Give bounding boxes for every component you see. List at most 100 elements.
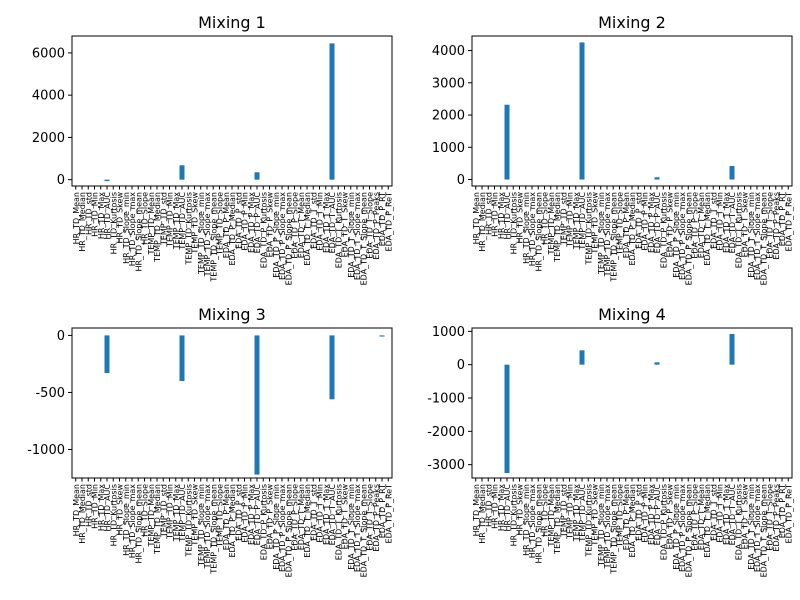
x-tick-label: EDA_TD_T_Slope_min (347, 484, 356, 570)
bar-TEMP_TD_AUC (179, 335, 185, 382)
x-tick-label: EDA_TD_T_Slope_max (753, 192, 762, 280)
x-tick-label: HR_TD_Slope_min (522, 192, 531, 264)
x-tick-label: HR_TD_Min (491, 484, 500, 529)
x-tick-label: EDA_TD_T_AUC (328, 484, 337, 546)
x-tick-label: TEMP_TD_Slope (616, 484, 625, 548)
bar-TEMP_TD_AUC (179, 165, 185, 180)
bar-TEMP_TD_AUC (579, 42, 585, 180)
x-tick-label: EDA_TD_T_Kurtosis (734, 192, 743, 268)
x-tick-label: EDA_TD_T_std (709, 484, 718, 541)
x-tick-label: EDA_TD_T_Slope (766, 192, 775, 259)
x-tick-label: HR_TD_Slope_mean (134, 484, 143, 564)
x-tick-label: TEMP_TD_Slope_min (597, 484, 606, 567)
x-tick-label: EDA_TD_T_Min (716, 192, 725, 251)
bar-HR_TD_AUC (504, 364, 510, 473)
x-tick-label: TEMP_TD_std (159, 484, 168, 538)
x-tick-label: EDA_TD_P_std (234, 484, 243, 541)
x-tick-label: EDA_TD_T_Min (316, 192, 325, 251)
x-tick-label: HR_TD_std (84, 484, 93, 527)
x-tick-label: TEMP_TD_Max (172, 484, 181, 543)
x-tick-label: EDA_TD_P_Max (647, 484, 656, 545)
x-tick-label: HR_TD_AUC (103, 192, 112, 240)
x-tick-label: EDA_TD_P_std (634, 484, 643, 541)
x-tick-label: HR_TD_Slope_mean (134, 192, 143, 272)
x-tick-label: EDA_TD_P_Median (228, 484, 237, 558)
chart-title: Mixing 2 (598, 13, 666, 32)
x-tick-label: TEMP_TD_Slope_mean (209, 484, 218, 575)
x-tick-label: EDA_TD_T_Min (716, 484, 725, 543)
x-tick-label: TEMP_TD_Kurtosis (584, 192, 593, 266)
x-tick-label: TEMP_TD_Min (566, 484, 575, 540)
y-tick-label: 2000 (32, 131, 65, 146)
x-tick-label: TEMP_TD_Max (572, 484, 581, 543)
x-tick-label: TEMP_TD_Slope_max (603, 192, 612, 278)
x-tick-label: EDA_TD_P_AUC (653, 192, 662, 254)
x-tick-label: EDA_TD_P_RT (378, 484, 387, 538)
x-tick-label: HR_TD_Min (91, 192, 100, 237)
x-tick-label: EDA_TD_P_Skew (266, 192, 275, 258)
x-tick-label: TEMP_TD_Slope_min (197, 484, 206, 567)
x-tick-label: HR_TD_Median (78, 484, 87, 544)
x-tick-label: EDA_TD_P_Min (241, 484, 250, 543)
x-tick-label: EDA_TD_T_std (709, 192, 718, 249)
bar-EDA_TD_T_AUC (729, 166, 735, 180)
x-tick-label: TEMP_TD_std (559, 484, 568, 538)
x-tick-label: EDA_TD_P_Slope_mean (284, 484, 293, 577)
x-tick-label: EDA_TD_T_Slope_min (747, 484, 756, 570)
x-tick-label: EDA_TD_P_Slope_max (278, 192, 287, 280)
x-tick-label: EDA_TD_P_RT (378, 192, 387, 246)
x-tick-label: EDA_TD_T_Skew (341, 192, 350, 258)
x-tick-label: HR_TD_Slope_max (528, 484, 537, 559)
x-tick-label: EDA_TD_P_std (234, 192, 243, 249)
x-tick-label: HR_TD_Min (491, 192, 500, 237)
x-tick-label: HR_TD_Slope_min (122, 484, 131, 556)
x-tick-label: TEMP_TD_Min (566, 192, 575, 248)
y-tick-label: 3000 (432, 76, 465, 91)
x-tick-label: TEMP_TD_Slope_max (203, 484, 212, 570)
x-tick-label: TEMP_TD_AUC (578, 192, 587, 251)
chart-panel-3: Mixing 3 -1000 -500 0 HR_TD_MeanHR_TD_Median… (27, 305, 393, 577)
x-tick-label: EDA_TD_P_Max (247, 192, 256, 253)
x-tick-label: TEMP_TD_Median (153, 192, 162, 263)
x-tick-label: EDA_TD_P_Median (628, 484, 637, 558)
x-tick-label: EDA_TD_P_std (634, 192, 643, 249)
x-tick-label: EDA_TD_P_ReT (384, 192, 393, 252)
x-tick-label: EDA_TD_T_Slope_mean (359, 484, 368, 577)
x-tick-label: HR_TD_Median (78, 192, 87, 252)
x-tick-label: EDA_TD_T_Max (722, 484, 731, 545)
x-tick-label: EDA_TD_T_Slope (766, 484, 775, 551)
x-tick-label: HR_TD_AUC (503, 192, 512, 240)
x-tick-label: EDA_TD_P_Median (628, 192, 637, 266)
x-tick-label: EDA_TD_T_Slope_mean (759, 484, 768, 577)
x-tick-label: TEMP_TD_AUC (178, 484, 187, 543)
x-tick-label: TEMP_TD_AUC (578, 484, 587, 543)
x-tick-label: HR_TD_Slope (541, 192, 550, 245)
x-tick-label: TEMP_TD_Slope (216, 192, 225, 256)
x-tick-label: TEMP_TD_Slope_mean (609, 192, 618, 283)
x-tick-label: EDA_TD_T_Slope_min (747, 192, 756, 278)
chart-title: Mixing 4 (598, 305, 666, 324)
y-tick-label: 6000 (32, 46, 65, 61)
x-tick-label: HR_TD_Skew (116, 484, 125, 536)
x-tick-label: EDA_TD_T_Max (322, 192, 331, 253)
y-tick-label: -1000 (427, 392, 465, 407)
x-tick-label: EDA_TD_P_Slope_min (272, 484, 281, 570)
x-tick-label: EDA_TD_T_AUC (728, 484, 737, 546)
x-tick-label: EDA_TD_P_Mean (622, 484, 631, 550)
x-tick-label: EDA_TD_P_Slope_mean (684, 484, 693, 577)
x-tick-label: HR_TD_Skew (516, 192, 525, 244)
x-tick-label: EDA_TD_T_std (309, 484, 318, 541)
x-tick-label: TEMP_TD_Kurtosis (584, 484, 593, 558)
x-tick-label: EDA_TD_P_Slope_max (678, 484, 687, 572)
x-tick-label: TEMP_TD_Slope_max (603, 484, 612, 570)
y-tick-label: -500 (35, 386, 65, 401)
x-tick-label: EDA_TD_P_Min (641, 484, 650, 543)
x-tick-label: HR_TD_Kurtosis (509, 192, 518, 254)
x-tick-label: HR_TD_Max (97, 484, 106, 531)
x-tick-label: HR_TD_Median (478, 192, 487, 252)
chart-title: Mixing 3 (198, 305, 266, 324)
x-tick-label: EDA_TD_T_Slope (366, 484, 375, 551)
x-tick-label: TEMP_TD_Mean (547, 192, 556, 256)
y-tick-label: 0 (57, 173, 65, 188)
x-tick-label: EDA_TD_T_Max (322, 484, 331, 545)
